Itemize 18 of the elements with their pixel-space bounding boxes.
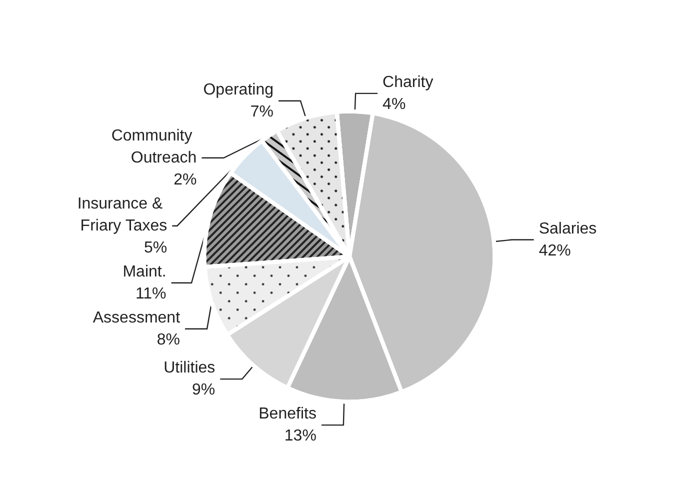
data-label: 13% bbox=[284, 428, 316, 445]
slice-label: Benefits bbox=[258, 406, 316, 423]
data-label: 11% bbox=[135, 285, 166, 302]
data-label: 8% bbox=[156, 331, 180, 348]
slice-label: Assessment bbox=[92, 309, 181, 326]
slice-label: Operating bbox=[203, 81, 274, 98]
data-label: 2% bbox=[174, 171, 197, 188]
slice-label: Utilities bbox=[164, 360, 216, 377]
slice-label: Maint. bbox=[122, 263, 166, 280]
slice-label: Community Outreach bbox=[111, 127, 197, 166]
slice-label: Insurance & Friary Taxes bbox=[77, 195, 168, 234]
data-label: 4% bbox=[382, 96, 406, 113]
data-label: 42% bbox=[538, 242, 571, 260]
data-label: 9% bbox=[192, 382, 216, 399]
slice-label: Salaries bbox=[538, 220, 597, 238]
data-label: 5% bbox=[144, 239, 168, 256]
data-label: 7% bbox=[250, 103, 274, 120]
slice-label: Charity bbox=[382, 74, 434, 91]
